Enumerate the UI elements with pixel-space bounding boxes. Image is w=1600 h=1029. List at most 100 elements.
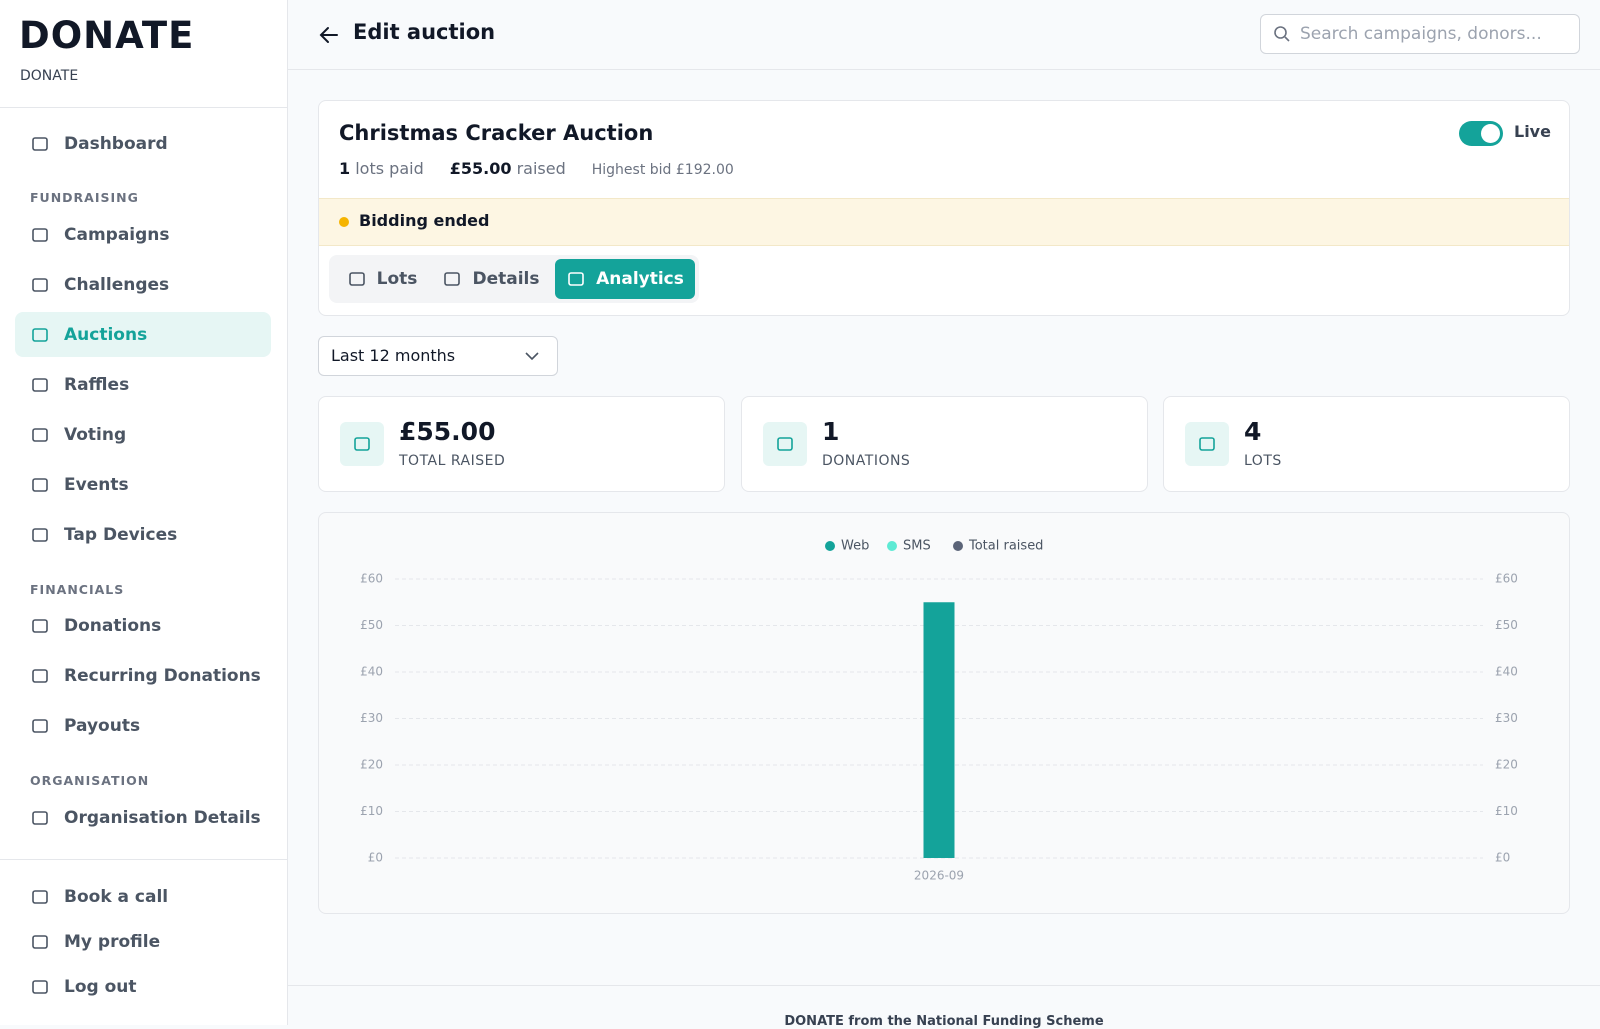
auction-title: Christmas Cracker Auction bbox=[339, 121, 654, 145]
nav-item[interactable]: Payouts bbox=[15, 703, 271, 748]
legend-label: Web bbox=[841, 539, 869, 554]
tab[interactable]: Analytics bbox=[555, 259, 695, 299]
nav-label: Events bbox=[64, 474, 129, 495]
y2-tick-label: £10 bbox=[1495, 804, 1518, 818]
lots-paid: 1 bbox=[339, 159, 351, 178]
nav-label: Organisation Details bbox=[64, 807, 261, 828]
stat-label: TOTAL RAISED bbox=[399, 453, 506, 469]
status-banner: Bidding ended bbox=[319, 198, 1569, 246]
nav-item[interactable]: Recurring Donations bbox=[15, 653, 271, 698]
nav-icon bbox=[32, 227, 48, 242]
stat-icon bbox=[340, 422, 384, 466]
nav-icon bbox=[32, 668, 48, 683]
nav-label: Raffles bbox=[64, 374, 130, 395]
bar bbox=[923, 602, 955, 858]
nav-label: Book a call bbox=[64, 886, 169, 907]
y2-tick-label: £50 bbox=[1495, 618, 1518, 632]
stat-icon bbox=[763, 422, 807, 466]
account-nav-item[interactable]: My profile bbox=[15, 919, 271, 964]
nav-label: Dashboard bbox=[64, 133, 168, 154]
nav-icon bbox=[777, 437, 793, 451]
nav-label: Challenges bbox=[64, 274, 170, 295]
period-dropdown[interactable]: Last 12 months bbox=[318, 336, 558, 376]
legend-swatch bbox=[887, 541, 897, 551]
nav-item[interactable]: Campaigns bbox=[15, 212, 271, 257]
raised-label: raised bbox=[516, 159, 566, 178]
raised: £55.00 bbox=[449, 159, 512, 178]
legend-label: Total raised bbox=[968, 539, 1043, 554]
stat-card: 1 DONATIONS bbox=[741, 396, 1148, 492]
nav-icon bbox=[568, 272, 584, 286]
nav-icon bbox=[32, 527, 48, 542]
y-tick-label: £50 bbox=[360, 618, 383, 632]
nav-item[interactable]: Donations bbox=[15, 603, 271, 648]
nav-icon bbox=[32, 277, 48, 292]
nav-label: Tap Devices bbox=[64, 524, 178, 545]
status-dot bbox=[339, 217, 349, 227]
nav-label: Payouts bbox=[64, 715, 141, 736]
nav-icon bbox=[348, 272, 365, 286]
search-placeholder: Search campaigns, donors... bbox=[1300, 24, 1542, 44]
logo[interactable]: DONATE bbox=[19, 14, 195, 57]
nav-icon bbox=[32, 934, 48, 949]
nav-item[interactable]: Raffles bbox=[15, 362, 271, 407]
tab-label: Analytics bbox=[596, 269, 684, 289]
nav-icon bbox=[1199, 437, 1215, 451]
footer-text: DONATE from the National Funding Scheme bbox=[784, 1014, 1104, 1029]
banner-text: Bidding ended bbox=[359, 211, 490, 230]
y2-tick-label: £60 bbox=[1495, 572, 1518, 586]
account-nav-item[interactable]: Log out bbox=[15, 964, 271, 1009]
chart-panel: £0 £10 £20 £30 £40 £50 £60 £0 £10 £20 £30 £40 £50 £60… bbox=[318, 512, 1570, 914]
nav-item[interactable]: Events bbox=[15, 462, 271, 507]
y-tick-label: £60 bbox=[360, 572, 383, 586]
nav-label: Donations bbox=[64, 615, 162, 636]
nav-item[interactable]: Tap Devices bbox=[15, 512, 271, 557]
search-icon bbox=[1274, 26, 1290, 42]
nav-item[interactable]: Challenges bbox=[15, 262, 271, 307]
stat-label: LOTS bbox=[1244, 453, 1282, 469]
chevron bbox=[525, 352, 539, 361]
nav-item[interactable]: Voting bbox=[15, 412, 271, 457]
nav-icon bbox=[32, 618, 48, 633]
live-toggle[interactable] bbox=[1459, 121, 1503, 146]
stat-value: £55.00 bbox=[399, 417, 496, 446]
back-button[interactable] bbox=[318, 24, 340, 46]
nav-label: Campaigns bbox=[64, 224, 170, 245]
y-tick-label: £30 bbox=[360, 711, 383, 725]
y2-tick-label: £30 bbox=[1495, 711, 1518, 725]
period-value: Last 12 months bbox=[331, 346, 456, 365]
sidebar: DONATE DONATE Dashboard FUNDRAISING Campai… bbox=[0, 0, 288, 1025]
nav-icon bbox=[32, 889, 48, 904]
lots-paid-label: lots paid bbox=[355, 159, 424, 178]
legend-swatch bbox=[825, 541, 835, 551]
nav-item[interactable]: Auctions bbox=[15, 312, 271, 357]
nav-item[interactable]: Dashboard bbox=[15, 121, 271, 166]
search-box[interactable]: Search campaigns, donors... bbox=[1260, 14, 1580, 54]
stat-icon bbox=[1185, 422, 1229, 466]
nav-icon bbox=[32, 477, 48, 492]
y2-tick-label: £20 bbox=[1495, 758, 1518, 772]
y2-tick-label: £40 bbox=[1495, 665, 1518, 679]
legend-swatch bbox=[953, 541, 963, 551]
stat-value: 4 bbox=[1244, 417, 1262, 446]
account-nav-item[interactable]: Book a call bbox=[15, 874, 271, 919]
chart: £0 £10 £20 £30 £40 £50 £60 £0 £10 £20 £30 £40 £50 £60… bbox=[360, 539, 1518, 883]
footer-divider bbox=[288, 985, 1600, 986]
tab-label: Details bbox=[472, 269, 540, 289]
nav-icon bbox=[32, 327, 48, 342]
stat-card: £55.00 TOTAL RAISED bbox=[318, 396, 725, 492]
auction-stats: 1 lots paid £55.00 raised Highest bid £1… bbox=[339, 159, 734, 178]
tab-label: Lots bbox=[376, 269, 418, 289]
tab[interactable]: Details bbox=[433, 259, 549, 299]
nav-heading: FUNDRAISING bbox=[30, 190, 139, 205]
nav-label: Voting bbox=[64, 424, 127, 445]
y-tick-label: £20 bbox=[360, 758, 383, 772]
nav-label: Auctions bbox=[64, 324, 148, 345]
tab[interactable]: Lots bbox=[335, 259, 429, 299]
nav-icon bbox=[32, 136, 48, 151]
nav-icon bbox=[32, 979, 48, 994]
nav-icon bbox=[32, 427, 48, 442]
nav-icon bbox=[354, 437, 370, 451]
nav-item[interactable]: Organisation Details bbox=[15, 795, 271, 840]
